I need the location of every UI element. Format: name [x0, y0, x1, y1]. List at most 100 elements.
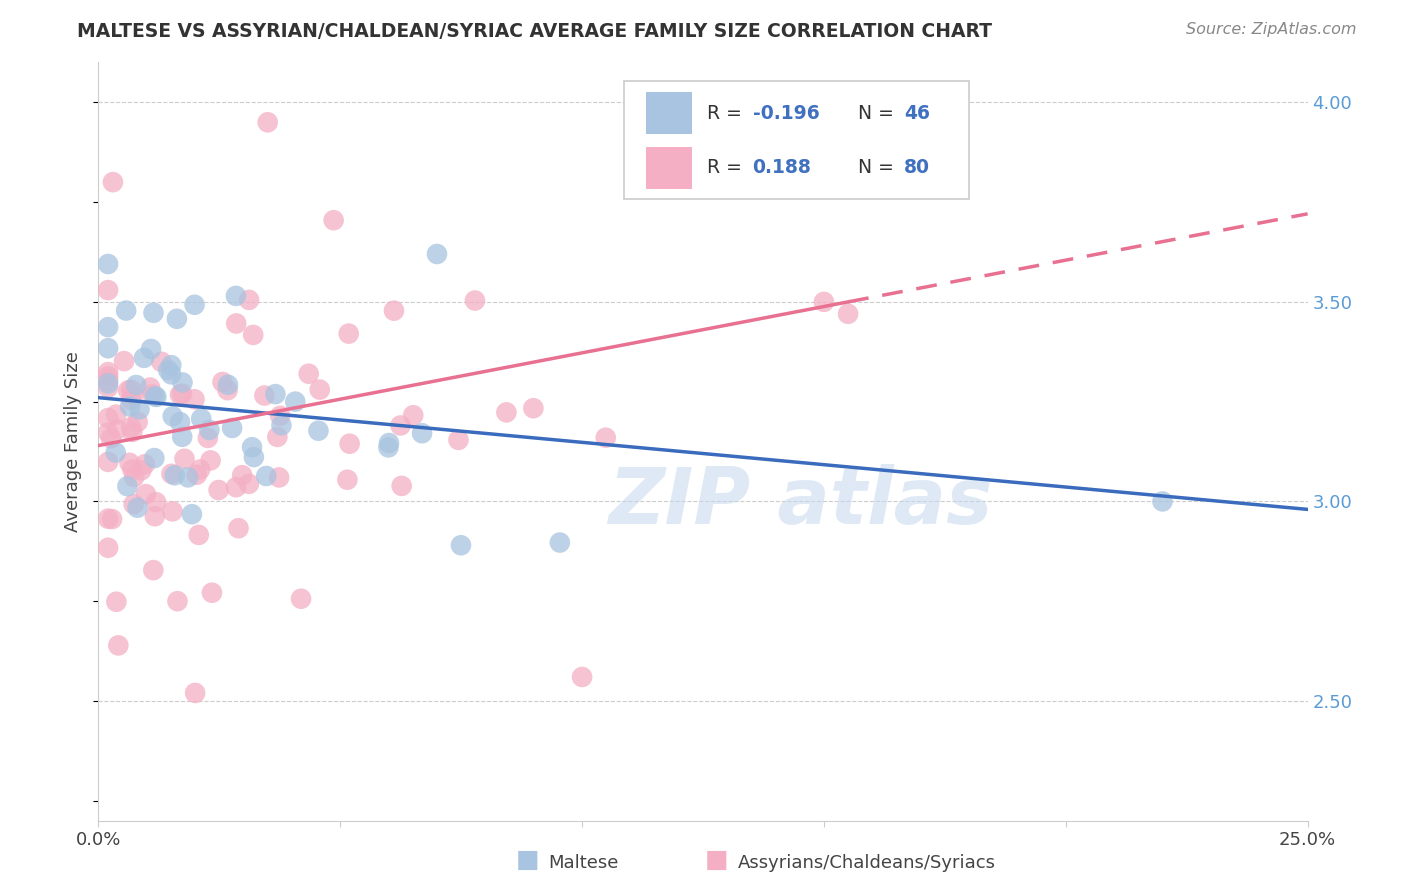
Point	[308, 383, 330, 397]
Point	[837, 307, 859, 321]
Point	[411, 426, 433, 441]
Point	[522, 401, 544, 416]
Point	[450, 538, 472, 552]
Point	[186, 467, 208, 482]
Point	[143, 451, 166, 466]
Point	[127, 500, 149, 515]
Point	[160, 358, 183, 372]
Point	[169, 415, 191, 429]
Point	[104, 445, 127, 459]
Point	[187, 528, 209, 542]
Point	[198, 423, 221, 437]
Text: Source: ZipAtlas.com: Source: ZipAtlas.com	[1187, 22, 1357, 37]
Point	[97, 425, 120, 440]
Point	[139, 380, 162, 394]
Point	[107, 639, 129, 653]
Y-axis label: Average Family Size: Average Family Size	[65, 351, 83, 532]
Point	[173, 451, 195, 466]
Point	[225, 480, 247, 494]
Point	[339, 436, 361, 450]
Point	[160, 368, 183, 382]
Point	[162, 409, 184, 424]
Point	[105, 408, 128, 422]
Text: ■: ■	[706, 848, 728, 872]
Point	[217, 377, 239, 392]
Point	[125, 378, 148, 392]
Point	[169, 388, 191, 402]
Point	[200, 453, 222, 467]
Text: 46: 46	[904, 103, 929, 123]
Point	[391, 479, 413, 493]
Point	[150, 355, 173, 369]
Point	[97, 511, 120, 525]
Point	[166, 594, 188, 608]
Point	[139, 342, 162, 356]
Point	[117, 384, 139, 398]
Point	[118, 456, 141, 470]
Point	[225, 289, 247, 303]
Point	[256, 115, 278, 129]
Point	[120, 420, 142, 434]
Text: MALTESE VS ASSYRIAN/CHALDEAN/SYRIAC AVERAGE FAMILY SIZE CORRELATION CHART: MALTESE VS ASSYRIAN/CHALDEAN/SYRIAC AVER…	[77, 22, 993, 41]
Point	[190, 411, 212, 425]
Point	[336, 473, 359, 487]
Point	[143, 389, 166, 403]
Point	[172, 376, 194, 390]
Point	[101, 175, 124, 189]
Point	[337, 326, 360, 341]
Point	[188, 462, 211, 476]
Point	[122, 470, 145, 484]
Point	[97, 369, 120, 384]
Text: N =: N =	[845, 158, 900, 178]
Point	[121, 425, 143, 439]
Point	[121, 388, 143, 402]
Point	[97, 373, 120, 387]
Point	[595, 431, 617, 445]
Point	[101, 512, 124, 526]
Point	[240, 440, 263, 454]
Text: N =: N =	[845, 103, 900, 123]
Point	[254, 469, 277, 483]
Point	[211, 375, 233, 389]
Point	[135, 487, 157, 501]
Point	[134, 457, 156, 471]
Point	[183, 392, 205, 407]
Point	[142, 306, 165, 320]
Point	[378, 436, 401, 450]
Text: 80: 80	[904, 158, 929, 178]
Point	[105, 422, 128, 436]
Point	[267, 470, 290, 484]
Point	[97, 455, 120, 469]
Text: R =: R =	[707, 103, 748, 123]
Point	[117, 479, 139, 493]
Bar	[647, 147, 692, 189]
Point	[97, 541, 120, 555]
Point	[105, 595, 128, 609]
Point	[307, 424, 329, 438]
Point	[1152, 494, 1174, 508]
Point	[225, 317, 247, 331]
Point	[266, 430, 288, 444]
Point	[177, 470, 200, 484]
FancyBboxPatch shape	[624, 81, 969, 199]
Point	[207, 483, 229, 497]
Point	[127, 415, 149, 429]
Point	[298, 367, 321, 381]
Point	[447, 433, 470, 447]
Point	[181, 507, 204, 521]
Point	[100, 431, 122, 445]
Point	[426, 247, 449, 261]
Point	[97, 341, 120, 355]
Text: 0.188: 0.188	[752, 158, 811, 178]
Point	[129, 463, 152, 477]
Point	[162, 504, 184, 518]
Point	[238, 293, 260, 307]
Point	[231, 468, 253, 483]
Point	[160, 467, 183, 481]
Point	[382, 303, 405, 318]
Point	[97, 376, 120, 391]
Point	[290, 591, 312, 606]
Point	[120, 400, 142, 414]
Point	[97, 283, 120, 297]
Point	[242, 327, 264, 342]
